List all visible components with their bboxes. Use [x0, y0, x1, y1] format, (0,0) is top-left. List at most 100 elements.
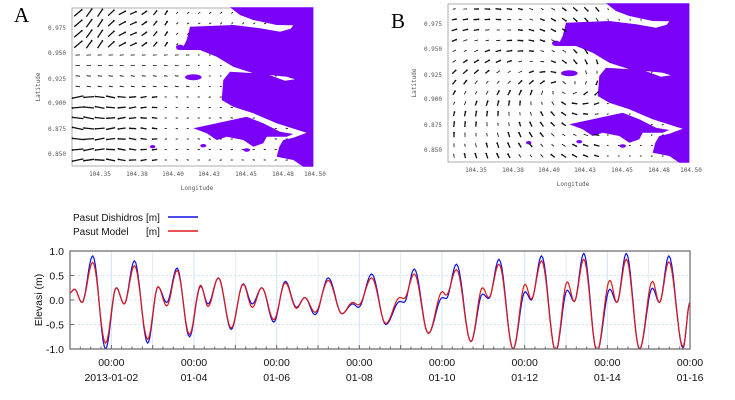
- arrow-head: [94, 95, 97, 98]
- arrow-head: [529, 154, 531, 156]
- arrow-head: [455, 18, 457, 20]
- arrow-head: [128, 148, 131, 150]
- vector-arrow: [106, 137, 116, 141]
- vector-arrow: [129, 116, 137, 120]
- arrow-head: [540, 154, 542, 156]
- arrow-head: [219, 149, 221, 151]
- y-tick-label: 1.0: [49, 246, 64, 258]
- arrow-head: [532, 9, 534, 11]
- arrow-head: [518, 131, 520, 134]
- arrow-head: [553, 51, 555, 53]
- island: [576, 140, 583, 144]
- vector-arrow: [529, 8, 533, 10]
- vector-arrow: [562, 144, 566, 147]
- arrow-head: [140, 127, 143, 129]
- arrow-head: [486, 122, 488, 124]
- arrow-head: [583, 112, 585, 115]
- vector-arrow: [107, 30, 115, 38]
- arrow-head: [532, 19, 534, 21]
- arrow-head: [285, 138, 287, 140]
- arrow-head: [208, 138, 210, 140]
- vector-arrow: [118, 148, 126, 151]
- vector-arrow: [551, 133, 555, 137]
- arrow-head: [475, 143, 477, 145]
- legend-label-model: Pasut Model: [73, 227, 129, 238]
- arrow-head: [498, 29, 500, 31]
- vector-arrow: [72, 116, 84, 120]
- arrow-head: [135, 31, 137, 34]
- arrow-head: [639, 155, 641, 157]
- arrow-head: [177, 22, 179, 24]
- vector-arrow: [141, 21, 147, 26]
- arrow-head: [477, 8, 479, 10]
- arrow-head: [106, 117, 108, 120]
- arrow-head: [219, 85, 221, 87]
- x-tick: 104.38: [126, 171, 148, 178]
- vector-arrow: [551, 101, 555, 106]
- arrow-head: [597, 9, 600, 12]
- arrow-head: [485, 142, 488, 145]
- arrow-head: [607, 9, 609, 11]
- vector-arrow: [585, 70, 587, 74]
- arrow-head: [274, 75, 276, 77]
- vector-arrow: [72, 106, 84, 109]
- vector-arrow: [106, 127, 116, 130]
- arrow-head: [106, 148, 108, 151]
- x-tick-date: 01-16: [677, 372, 704, 384]
- arrow-head: [454, 101, 455, 103]
- arrow-head: [83, 116, 85, 118]
- vector-arrow: [595, 17, 599, 22]
- arrow-head: [230, 159, 232, 161]
- arrow-head: [208, 54, 210, 56]
- arrow-head: [596, 62, 599, 65]
- arrow-head: [486, 110, 489, 113]
- arrow-head: [463, 153, 466, 155]
- arrow-head: [83, 149, 85, 152]
- y-axis-label: Latitude: [35, 72, 42, 101]
- arrow-head: [571, 112, 574, 115]
- arrow-head: [164, 96, 166, 98]
- land-mass: [150, 7, 314, 167]
- arrow-head: [140, 107, 143, 109]
- x-tick: 104.38: [502, 167, 524, 174]
- legend-unit-model: [m]: [146, 227, 160, 238]
- arrow-head: [230, 117, 232, 119]
- arrow-head: [152, 54, 154, 56]
- vector-arrow: [497, 132, 499, 138]
- x-tick-date: 01-14: [594, 372, 621, 384]
- arrow-head: [86, 54, 88, 56]
- arrow-head: [454, 60, 456, 61]
- arrow-head: [151, 96, 154, 99]
- arrow-head: [453, 121, 456, 123]
- vector-arrow: [141, 158, 147, 162]
- arrow-head: [454, 90, 456, 93]
- x-axis-label: Longitude: [557, 181, 590, 188]
- vector-arrow: [118, 106, 126, 109]
- arrow-head: [465, 91, 467, 93]
- vector-arrow: [95, 105, 105, 110]
- arrow-head: [541, 101, 543, 103]
- arrow-head: [474, 152, 477, 155]
- panel-label-a: A: [14, 3, 30, 27]
- arrow-head: [498, 80, 500, 82]
- arrow-head: [106, 158, 108, 161]
- vector-arrow: [107, 9, 115, 17]
- arrow-head: [90, 29, 93, 32]
- arrow-head: [585, 73, 587, 75]
- arrow-head: [135, 42, 137, 45]
- arrow-head: [551, 101, 553, 103]
- arrow-head: [252, 117, 254, 119]
- arrow-head: [550, 111, 553, 114]
- arrow-head: [465, 101, 467, 103]
- arrow-head: [561, 122, 564, 125]
- arrow-head: [561, 111, 563, 114]
- arrow-head: [197, 117, 199, 119]
- arrow-head: [586, 20, 589, 22]
- arrow-head: [454, 8, 456, 10]
- arrow-head: [532, 80, 534, 82]
- arrow-head: [274, 159, 276, 161]
- arrow-head: [80, 19, 83, 22]
- arrow-head: [97, 64, 99, 66]
- vector-arrow: [118, 95, 126, 99]
- arrow-head: [265, 22, 267, 24]
